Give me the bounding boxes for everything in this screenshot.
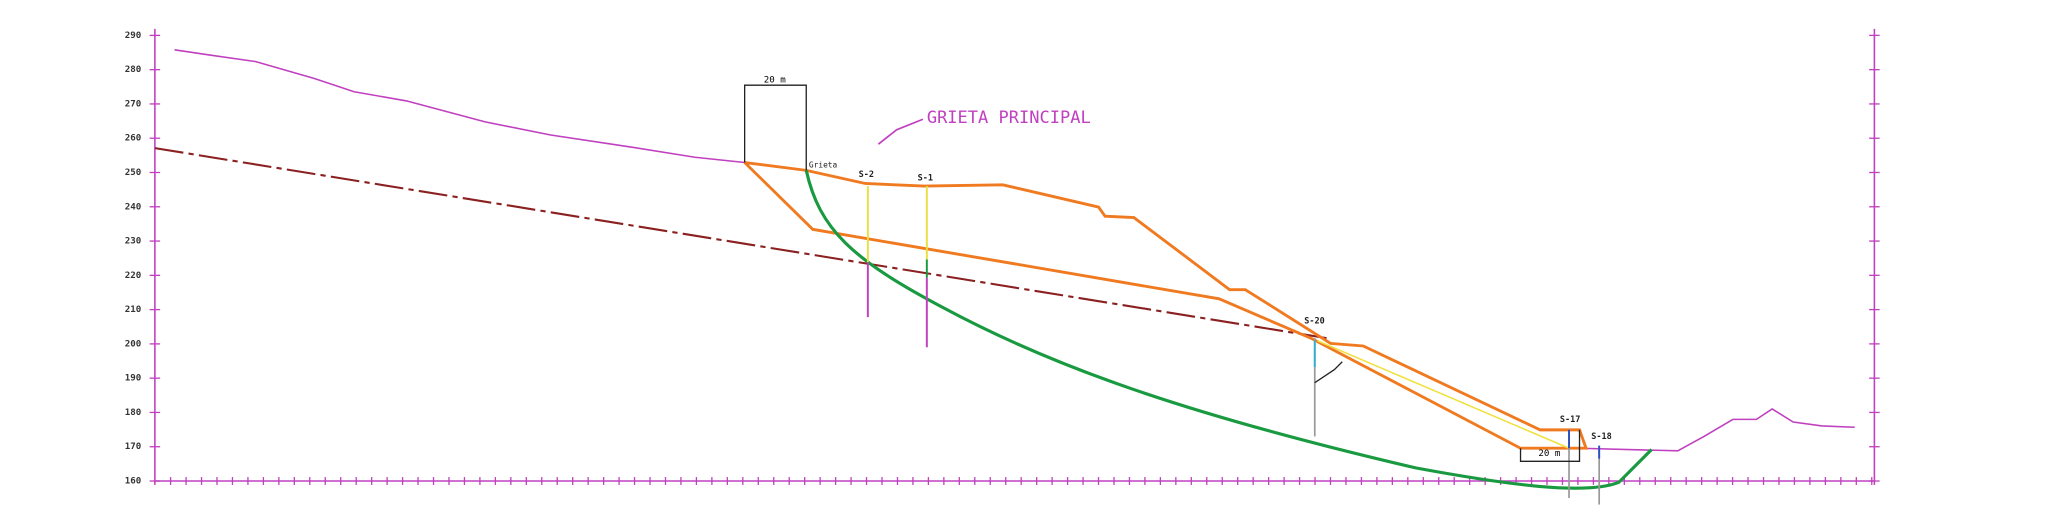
y-tick-label: 280 [125, 64, 142, 75]
y-tick-label: 230 [125, 236, 142, 247]
rock-line [154, 147, 1327, 340]
y-ticks: 160 170 180 190 200 210 220 230 240 250 260 270 280 2… [125, 30, 1880, 486]
y-tick-label: 170 [125, 441, 142, 452]
y-tick-label: 250 [125, 167, 142, 178]
arrow [877, 118, 924, 145]
terrain-profile [1579, 407, 1855, 452]
borehole-label: S-18 [1591, 432, 1611, 442]
inner-line [1317, 340, 1570, 449]
y-tick-label: 200 [125, 338, 142, 349]
borehole-label: S-2 [859, 170, 874, 180]
borehole-label: S-1 [918, 174, 933, 184]
y-tick-label: 190 [125, 373, 142, 384]
dimension [1519, 429, 1581, 462]
borehole-label: S-17 [1560, 415, 1580, 425]
main-crack-label: GRIETA PRINCIPAL [927, 108, 1091, 128]
y-tick-label: 290 [125, 30, 142, 41]
landslide-body [743, 161, 1589, 450]
borehole-label: S-20 [1304, 317, 1324, 327]
y-tick-label: 220 [125, 270, 142, 281]
failure-surface [804, 170, 1653, 490]
dimension [743, 84, 807, 171]
inclinometer-mark [1314, 361, 1343, 384]
dimension-label: 20 m [764, 74, 787, 85]
terrain-profile [174, 49, 745, 164]
y-tick-label: 180 [125, 407, 142, 418]
x-ticks [169, 477, 1873, 485]
y-tick-label: 270 [125, 98, 142, 109]
dimension-label: 20 m [1538, 448, 1561, 459]
y-tick-label: 210 [125, 304, 142, 315]
y-tick-label: 160 [125, 475, 142, 486]
y-tick-label: 260 [125, 133, 142, 144]
crack-label: Grieta [809, 161, 838, 170]
y-tick-label: 240 [125, 201, 142, 212]
